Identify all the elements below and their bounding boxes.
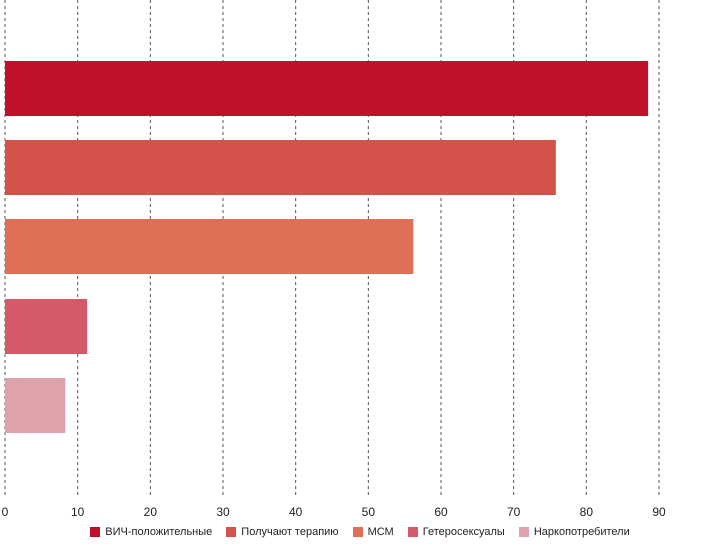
x-tick-label-50: 50 — [362, 505, 376, 519]
legend-swatch — [90, 527, 101, 537]
bar-1 — [5, 61, 649, 116]
x-tick-label-90: 90 — [652, 505, 666, 519]
legend-swatch — [226, 527, 237, 537]
legend-item-4: Гетеросексуалы — [407, 526, 505, 538]
legend-swatch — [407, 527, 418, 537]
legend-label: Наркопотребители — [533, 526, 630, 538]
legend-label: МСМ — [367, 526, 394, 538]
x-tick-label-60: 60 — [434, 505, 448, 519]
legend-swatch — [518, 527, 529, 537]
bars — [5, 61, 649, 433]
legend-label: ВИЧ-положительные — [105, 526, 213, 538]
x-tick-label-80: 80 — [580, 505, 594, 519]
legend-item-1: ВИЧ-положительные — [90, 526, 212, 538]
bar-5 — [5, 378, 66, 433]
legend-item-3: МСМ — [352, 526, 394, 538]
legend-item-5: Наркопотребители — [518, 526, 630, 538]
bar-2 — [5, 140, 556, 195]
x-tick-label-10: 10 — [71, 505, 85, 519]
x-tick-label-30: 30 — [216, 505, 230, 519]
x-axis: 0 10 20 30 40 50 60 70 80 90 — [2, 505, 666, 519]
legend-label: Получают терапию — [241, 526, 339, 538]
legend-swatch — [352, 527, 363, 537]
legend-label: Гетеросексуалы — [422, 526, 505, 538]
bar-4 — [5, 299, 88, 354]
x-tick-label-20: 20 — [144, 505, 158, 519]
bar-3 — [5, 219, 414, 274]
legend-item-2: Получают терапию — [226, 526, 339, 538]
x-tick-label-40: 40 — [289, 505, 303, 519]
x-tick-label-70: 70 — [507, 505, 521, 519]
legend: ВИЧ-положительные Получают терапию МСМ Гете… — [0, 526, 720, 538]
x-tick-label-0: 0 — [2, 505, 9, 519]
